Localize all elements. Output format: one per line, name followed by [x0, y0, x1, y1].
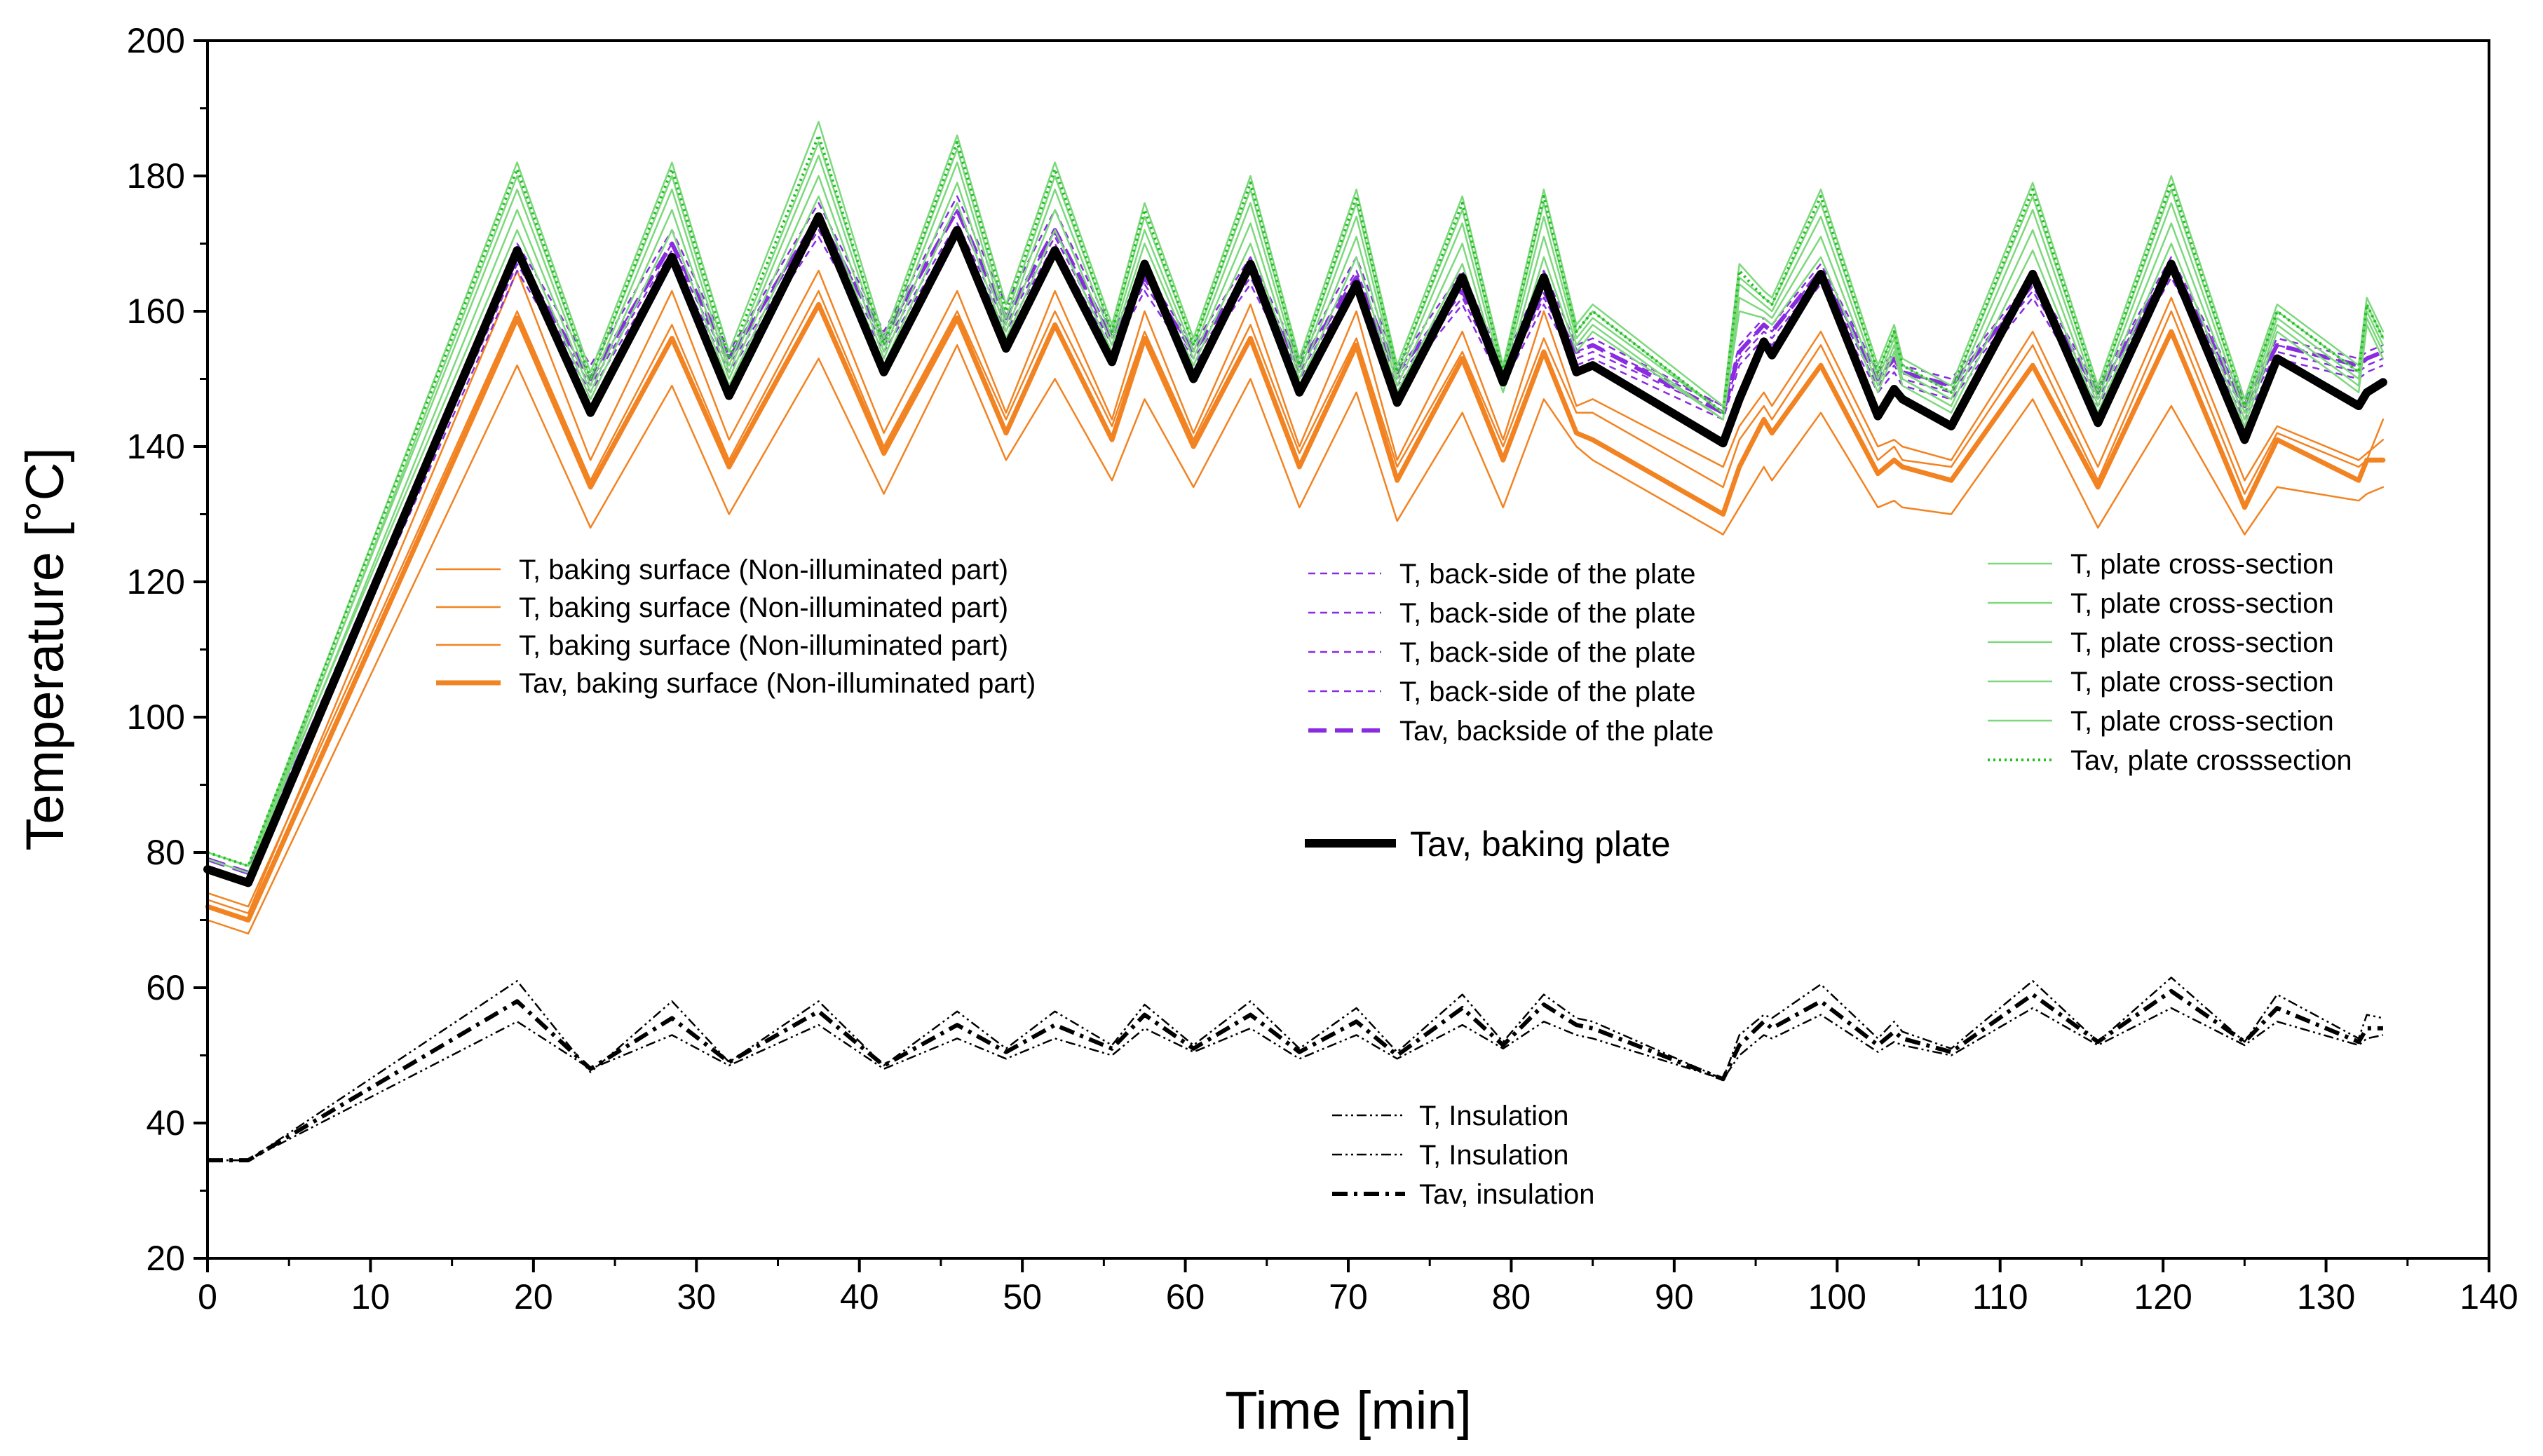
- series-line: [208, 1007, 2384, 1162]
- series-line: [206, 344, 2385, 935]
- legend-label: T, plate cross-section: [2070, 588, 2334, 619]
- x-tick-label: 140: [2460, 1277, 2518, 1316]
- series-line: [208, 988, 2383, 1163]
- x-tick-label: 120: [2134, 1277, 2192, 1316]
- y-tick-label: 120: [127, 562, 185, 601]
- x-tick-label: 110: [1972, 1277, 2028, 1316]
- legend-layer: T, baking surface (Non-illuminated part)…: [436, 549, 2352, 1210]
- legend-label: T, baking surface (Non-illuminated part): [519, 630, 1008, 661]
- legend-label: Tav, baking plate: [1410, 824, 1671, 864]
- legend-5: T, Insulation T, Insulation Tav, insulatio…: [1332, 1101, 1595, 1210]
- x-tick-label: 130: [2297, 1277, 2355, 1316]
- series-layer: [203, 121, 2387, 1163]
- x-tick-label: 80: [1492, 1277, 1531, 1316]
- series-line: [206, 121, 2385, 867]
- series-line: [206, 269, 2385, 915]
- y-tick-label: 140: [127, 427, 185, 466]
- legend-label: T, plate cross-section: [2070, 627, 2334, 658]
- y-axis: 20 40 60 80 100 120 140 160 180 200: [127, 21, 208, 1278]
- legend-label: T, baking surface (Non-illuminated part): [519, 592, 1008, 623]
- legend-label: T, plate cross-section: [2070, 549, 2334, 580]
- legend-label: T, baking surface (Non-illuminated part): [519, 554, 1008, 585]
- x-tick-label: 40: [840, 1277, 879, 1316]
- legend-label: T, back-side of the plate: [1399, 676, 1695, 707]
- y-tick-label: 160: [127, 292, 185, 331]
- legend-2: T, back-side of the plate T, back-side of…: [1308, 559, 1714, 747]
- series-line: [206, 175, 2385, 874]
- legend-label: Tav, backside of the plate: [1399, 716, 1714, 747]
- y-tick-label: 180: [127, 156, 185, 196]
- series-line: [207, 134, 2385, 868]
- x-tick-label: 50: [1003, 1277, 1042, 1316]
- x-tick-label: 30: [677, 1277, 716, 1316]
- x-tick-label: 0: [198, 1277, 217, 1316]
- series-line: [206, 141, 2385, 874]
- y-tick-label: 40: [146, 1103, 185, 1143]
- legend-label: T, Insulation: [1419, 1140, 1568, 1171]
- series-line: [203, 212, 2387, 887]
- legend-label: T, back-side of the plate: [1399, 559, 1695, 590]
- x-tick-label: 90: [1655, 1277, 1694, 1316]
- series-line: [208, 977, 2384, 1162]
- legend-label: Tav, baking surface (Non-illuminated par…: [519, 668, 1036, 699]
- y-tick-label: 200: [127, 21, 185, 60]
- x-axis-title: Time [min]: [1225, 1381, 1472, 1441]
- legend-1: T, baking surface (Non-illuminated part)…: [436, 554, 1036, 699]
- legend-label: T, Insulation: [1419, 1101, 1568, 1131]
- y-tick-label: 100: [127, 698, 185, 737]
- x-tick-label: 60: [1166, 1277, 1205, 1316]
- legend-label: T, back-side of the plate: [1399, 637, 1695, 668]
- y-tick-label: 60: [146, 968, 185, 1007]
- x-tick-label: 70: [1329, 1277, 1368, 1316]
- legend-4: Tav, baking plate: [1305, 824, 1671, 864]
- x-tick-label: 20: [514, 1277, 553, 1316]
- legend-label: Tav, plate crosssection: [2070, 745, 2352, 776]
- legend-label: Tav, insulation: [1419, 1179, 1595, 1210]
- legend-label: T, plate cross-section: [2070, 706, 2334, 737]
- x-tick-label: 10: [351, 1277, 391, 1316]
- series-line: [206, 154, 2385, 867]
- x-axis: 0 10 20 30 40 50 60 70 80 90 100 110 120 130 140: [198, 1258, 2518, 1316]
- legend-3: T, plate cross-section T, plate cross-sec…: [1988, 549, 2352, 776]
- legend-label: T, back-side of the plate: [1399, 598, 1695, 629]
- y-tick-label: 80: [146, 833, 185, 872]
- y-axis-title: Temperature [°C]: [15, 447, 75, 850]
- x-tick-label: 100: [1808, 1277, 1866, 1316]
- series-line: [205, 301, 2386, 923]
- y-tick-label: 20: [146, 1239, 185, 1278]
- series-line: [206, 290, 2385, 908]
- legend-label: T, plate cross-section: [2070, 667, 2334, 698]
